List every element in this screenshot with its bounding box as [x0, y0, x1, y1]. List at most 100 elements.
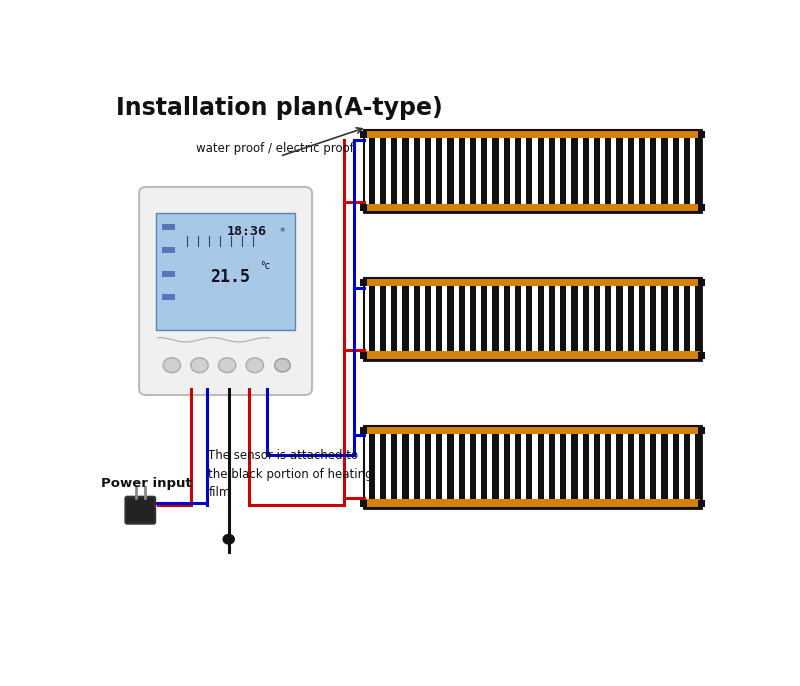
Bar [656, 434, 662, 499]
Bar [698, 204, 705, 211]
Bar [398, 138, 402, 204]
Bar [374, 286, 380, 351]
Bar [566, 138, 571, 204]
Bar [363, 130, 702, 212]
Bar [360, 204, 367, 211]
Bar [162, 294, 175, 300]
Bar [533, 286, 538, 351]
Bar [363, 286, 369, 351]
Bar [409, 286, 414, 351]
Bar [431, 286, 436, 351]
Bar [363, 434, 369, 499]
Bar [668, 434, 673, 499]
Circle shape [246, 358, 263, 372]
Bar [510, 138, 515, 204]
Bar [363, 425, 702, 508]
Bar [645, 286, 650, 351]
Bar [510, 286, 515, 351]
Bar [622, 138, 628, 204]
Bar [589, 138, 594, 204]
Bar [386, 434, 391, 499]
Bar [690, 138, 695, 204]
Circle shape [190, 358, 208, 372]
Bar [498, 434, 504, 499]
Bar [600, 286, 605, 351]
Bar [555, 286, 560, 351]
Bar [578, 286, 582, 351]
Bar [679, 286, 684, 351]
Bar [679, 434, 684, 499]
Bar [498, 286, 504, 351]
Bar [363, 130, 702, 138]
Bar [454, 286, 458, 351]
Bar [363, 425, 702, 434]
Bar [611, 138, 616, 204]
Bar [578, 434, 582, 499]
Bar [690, 434, 695, 499]
Text: 18:36: 18:36 [226, 224, 266, 237]
Bar [533, 138, 538, 204]
Text: °c: °c [260, 261, 270, 270]
Circle shape [163, 358, 181, 372]
Bar [442, 434, 447, 499]
Bar [544, 138, 549, 204]
Bar [465, 286, 470, 351]
Text: *: * [280, 227, 286, 237]
Bar [360, 279, 367, 286]
Text: Installation plan(A-type): Installation plan(A-type) [115, 95, 442, 119]
Bar [360, 131, 367, 139]
Bar [156, 213, 295, 330]
Bar [374, 138, 380, 204]
Bar [363, 130, 702, 212]
Bar [555, 434, 560, 499]
Bar [566, 286, 571, 351]
Circle shape [218, 358, 236, 372]
Text: The sensor is attached to
the black portion of heating
film: The sensor is attached to the black port… [209, 449, 373, 499]
Bar [698, 500, 705, 507]
Bar [476, 138, 482, 204]
Bar [374, 434, 380, 499]
Bar [487, 434, 493, 499]
Bar [363, 278, 702, 359]
Bar [600, 434, 605, 499]
Bar [363, 499, 702, 508]
Bar [698, 131, 705, 139]
FancyBboxPatch shape [126, 497, 155, 523]
Bar [645, 434, 650, 499]
Bar [690, 286, 695, 351]
Bar [454, 138, 458, 204]
Bar [465, 434, 470, 499]
Bar [162, 224, 175, 230]
Bar [363, 278, 702, 286]
Bar [555, 138, 560, 204]
Bar [487, 286, 493, 351]
Bar [656, 138, 662, 204]
Bar [409, 138, 414, 204]
Bar [544, 286, 549, 351]
Bar [521, 434, 526, 499]
Bar [360, 500, 367, 507]
Bar [668, 138, 673, 204]
Bar [698, 427, 705, 434]
Bar [589, 286, 594, 351]
FancyBboxPatch shape [139, 187, 312, 395]
Bar [386, 138, 391, 204]
Bar [510, 434, 515, 499]
Bar [521, 138, 526, 204]
Bar [476, 434, 482, 499]
Bar [634, 138, 639, 204]
Bar [162, 270, 175, 277]
Bar [533, 434, 538, 499]
Bar [363, 425, 702, 508]
Bar [521, 286, 526, 351]
Bar [420, 286, 425, 351]
Bar [162, 247, 175, 254]
Bar [465, 138, 470, 204]
Bar [398, 434, 402, 499]
Bar [634, 286, 639, 351]
Bar [698, 279, 705, 286]
Bar [420, 434, 425, 499]
Bar [611, 286, 616, 351]
Bar [622, 434, 628, 499]
Bar [431, 434, 436, 499]
